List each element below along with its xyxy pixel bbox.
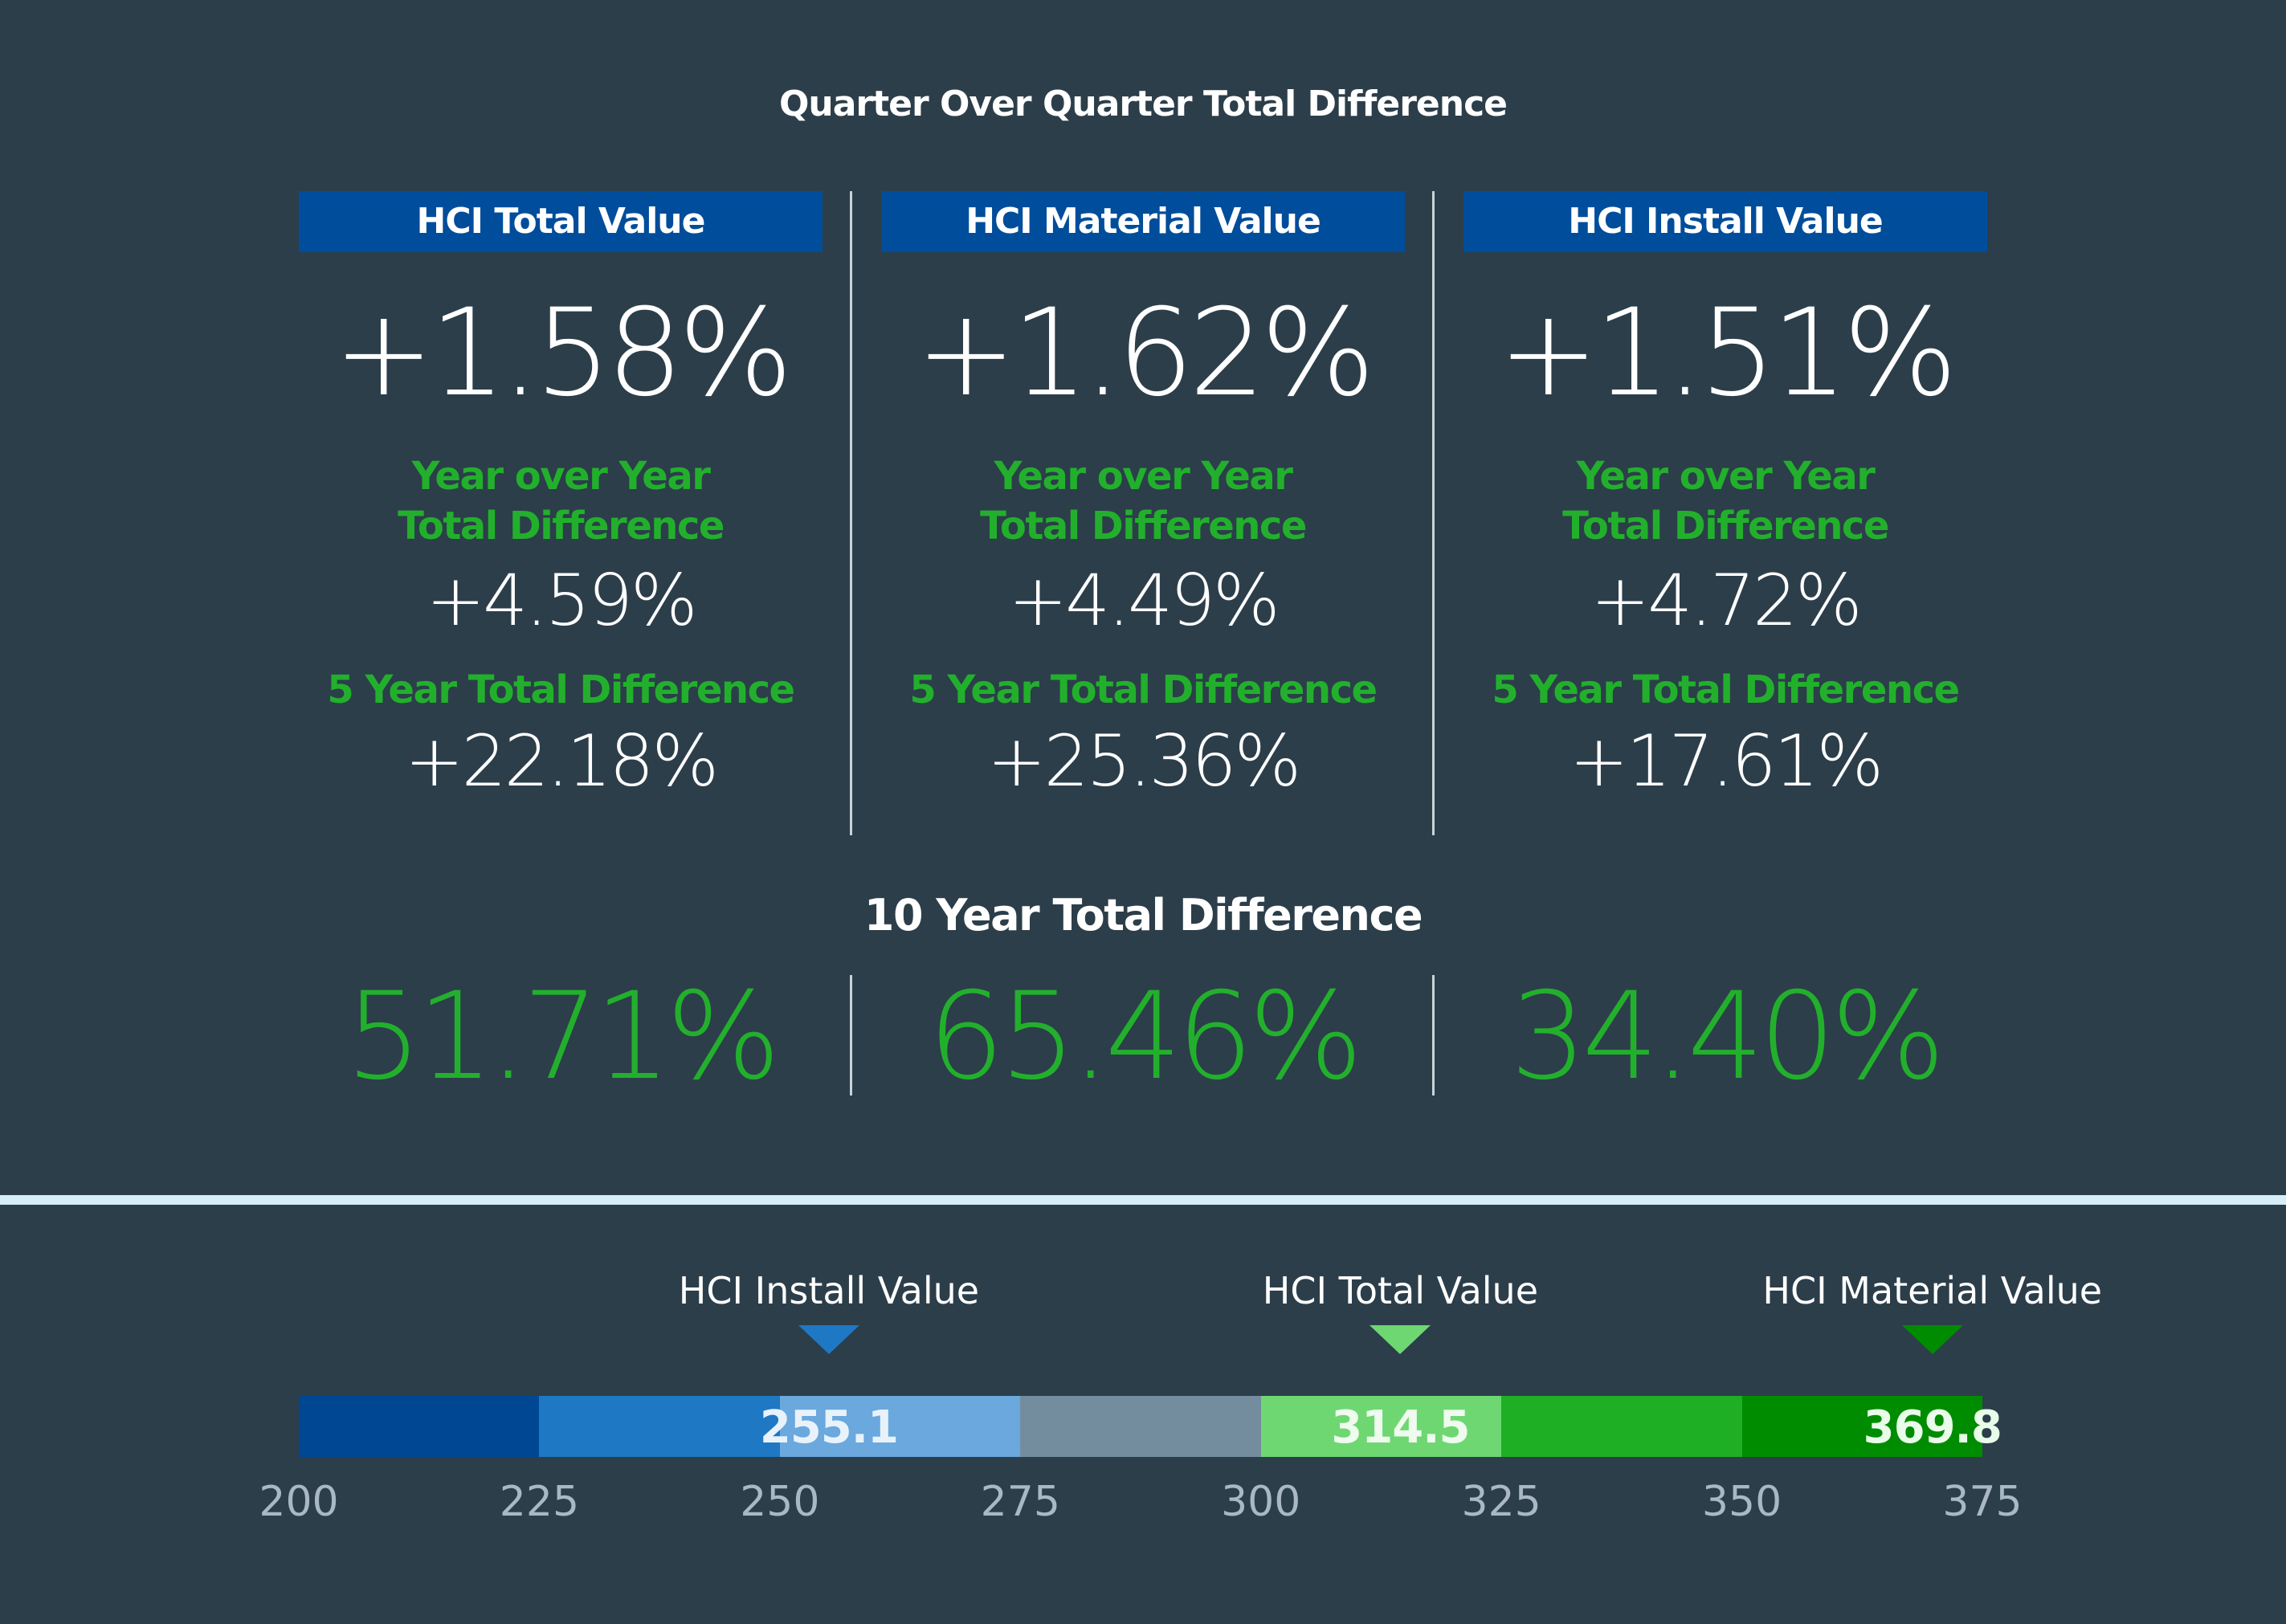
ten-year-value-material: 65.46% [928,967,1363,1107]
yoy-label-line2: Total Difference [980,504,1307,549]
ten-year-value-total: 51.71% [345,967,781,1107]
ten-year-divider [1432,975,1435,1096]
axis-tick-label: 225 [499,1478,580,1526]
column-install: HCI Install Value +1.51% Year over Year … [1463,191,1987,802]
yoy-label-line1: Year over Year [994,454,1293,499]
ten-year-value-install: 34.40% [1510,967,1945,1107]
ten-year-divider [850,975,852,1096]
column-header-material: HCI Material Value [881,191,1405,252]
column-material: HCI Material Value +1.62% Year over Year… [881,191,1405,802]
axis-tick-label: 275 [980,1478,1060,1526]
yoy-label-line2: Total Difference [1562,504,1889,549]
yoy-label-material: Year over Year Total Difference [881,451,1405,551]
qoq-value-install: +1.51% [1497,284,1957,423]
axis-tick-label: 300 [1221,1478,1301,1526]
axis-tick-label: 200 [259,1478,339,1526]
axis-tick-label: 375 [1942,1478,2023,1526]
axis-tick-label: 250 [740,1478,820,1526]
five-year-value-total: +22.18% [404,720,719,802]
marker-triangle-icon [1901,1325,1963,1354]
marker-value: 369.8 [1863,1402,2002,1454]
yoy-label-line2: Total Difference [398,504,725,549]
scale-segment [1260,1396,1502,1457]
column-divider [1432,191,1435,835]
column-divider [850,191,852,835]
scale-segment [1501,1396,1742,1457]
column-header-total: HCI Total Value [299,191,823,252]
yoy-value-material: +4.49% [1008,559,1280,642]
marker-label: HCI Total Value [1262,1269,1539,1312]
yoy-label-line1: Year over Year [1576,454,1876,499]
scale-segment [1020,1396,1261,1457]
ten-year-title: 10 Year Total Difference [863,890,1423,941]
axis-tick-label: 350 [1701,1478,1782,1526]
yoy-label-line1: Year over Year [411,454,711,499]
marker-value: 314.5 [1331,1402,1470,1454]
five-year-label-install: 5 Year Total Difference [1492,667,1960,712]
qoq-value-total: +1.58% [333,284,793,423]
axis-tick-label: 325 [1461,1478,1541,1526]
scale-segment [299,1396,540,1457]
column-header-install: HCI Install Value [1463,191,1987,252]
yoy-value-install: +4.72% [1590,559,1862,642]
five-year-value-install: +17.61% [1569,720,1884,802]
marker-value: 255.1 [759,1402,899,1454]
yoy-label-install: Year over Year Total Difference [1463,451,1987,551]
yoy-value-total: +4.59% [426,559,697,642]
five-year-label-material: 5 Year Total Difference [909,667,1378,712]
yoy-label-total: Year over Year Total Difference [299,451,823,551]
five-year-value-material: +25.36% [986,720,1301,802]
marker-label: HCI Install Value [678,1269,980,1312]
scale-segment [539,1396,780,1457]
marker-triangle-icon [798,1325,859,1354]
scale-segment [779,1396,1021,1457]
marker-label: HCI Material Value [1762,1269,2103,1312]
section-rule [0,1195,2286,1205]
qoq-value-material: +1.62% [915,284,1375,423]
marker-triangle-icon [1370,1325,1431,1354]
scale-segment [1741,1396,1982,1457]
column-total: HCI Total Value +1.58% Year over Year To… [299,191,823,802]
page-title: Quarter Over Quarter Total Difference [778,84,1508,124]
five-year-label-total: 5 Year Total Difference [327,667,795,712]
